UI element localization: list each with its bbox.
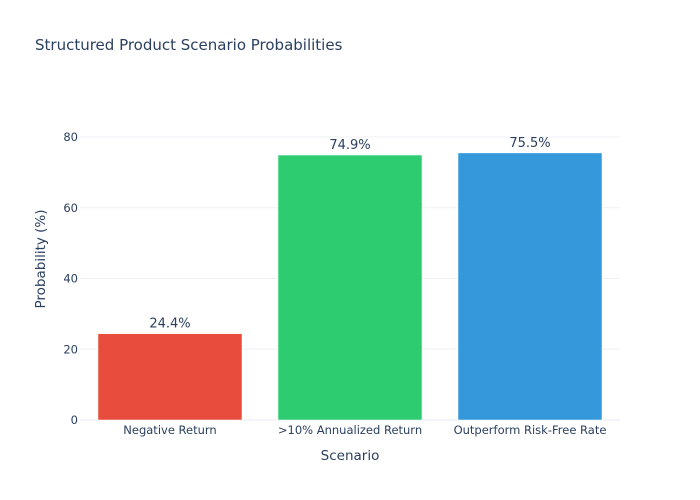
bar-2[interactable] — [277, 154, 423, 421]
y-tick-label: 20 — [63, 342, 78, 356]
x-axis-ticks: Negative Return >10% Annualized Return Out… — [123, 423, 606, 437]
bar-1[interactable] — [97, 333, 243, 421]
y-tick-label: 60 — [63, 201, 78, 215]
y-tick-label: 40 — [63, 272, 78, 286]
chart-title: Structured Product Scenario Probabilitie… — [35, 36, 343, 54]
y-tick-label: 0 — [71, 413, 78, 427]
data-label-2: 74.9% — [329, 138, 370, 153]
bars — [97, 152, 603, 421]
y-axis-ticks: 0 20 40 60 80 — [63, 130, 78, 427]
x-tick-label-1: Negative Return — [123, 423, 216, 437]
y-axis-title: Probability (%) — [33, 209, 49, 308]
y-tick-label: 80 — [63, 130, 78, 144]
x-tick-label-3: Outperform Risk-Free Rate — [454, 423, 607, 437]
x-tick-label-2: >10% Annualized Return — [278, 423, 422, 437]
data-label-1: 24.4% — [149, 317, 190, 332]
bar-3[interactable] — [457, 152, 603, 421]
x-axis-title: Scenario — [321, 448, 380, 464]
data-labels: 24.4% 74.9% 75.5% — [149, 136, 550, 332]
data-label-3: 75.5% — [509, 136, 550, 151]
